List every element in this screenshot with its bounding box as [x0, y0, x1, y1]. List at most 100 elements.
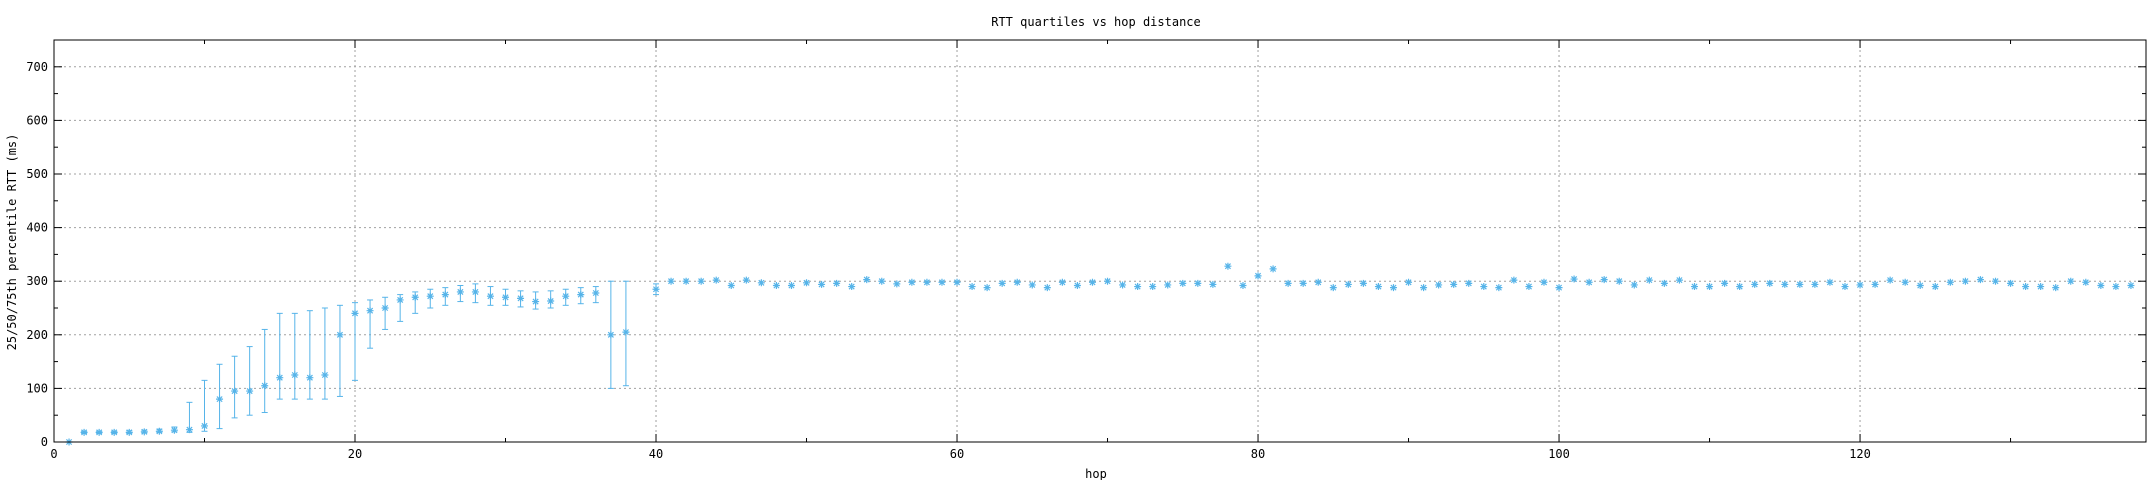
median-marker: [381, 304, 389, 312]
median-marker: [1976, 276, 1984, 284]
data-point: [1119, 281, 1127, 289]
data-point: [201, 379, 209, 432]
x-tick-label: 40: [649, 447, 663, 461]
median-marker: [1570, 275, 1578, 283]
x-tick-label: 0: [50, 447, 57, 461]
median-marker: [577, 291, 585, 299]
data-point: [381, 296, 389, 330]
y-axis-ticks: 0 100 200 300 400 500 600 700: [26, 60, 2146, 449]
median-marker: [110, 428, 118, 436]
y-axis-label: 25/50/75th percentile RTT (ms): [5, 134, 19, 351]
median-marker: [1073, 281, 1081, 289]
data-point: [577, 287, 585, 305]
data-point: [110, 428, 118, 436]
median-marker: [547, 297, 555, 305]
median-marker: [1435, 281, 1443, 289]
data-point: [818, 280, 826, 288]
median-marker: [878, 277, 886, 285]
data-point: [125, 428, 133, 436]
median-marker: [411, 293, 419, 301]
median-marker: [848, 283, 856, 291]
median-marker: [1209, 280, 1217, 288]
data-point: [1344, 280, 1352, 288]
data-point: [1374, 283, 1382, 291]
median-marker: [1450, 280, 1458, 288]
median-marker: [1811, 280, 1819, 288]
median-marker: [923, 278, 931, 286]
data-point: [1976, 276, 1984, 284]
data-point: [351, 302, 359, 381]
median-marker: [1645, 276, 1653, 284]
data-point: [622, 280, 630, 387]
data-point: [80, 428, 88, 436]
data-point: [667, 277, 675, 285]
median-marker: [1690, 283, 1698, 291]
median-marker: [1254, 272, 1262, 280]
y-tick-label: 400: [26, 221, 48, 235]
median-marker: [1615, 277, 1623, 285]
median-marker: [261, 382, 269, 390]
median-marker: [1525, 283, 1533, 291]
median-marker: [155, 427, 163, 435]
median-marker: [908, 278, 916, 286]
data-point: [291, 312, 299, 400]
median-marker: [291, 371, 299, 379]
median-marker: [1826, 278, 1834, 286]
median-marker: [2082, 278, 2090, 286]
median-marker: [1013, 278, 1021, 286]
data-point: [1751, 280, 1759, 288]
median-marker: [1736, 283, 1744, 291]
data-point: [411, 291, 419, 314]
median-marker: [893, 280, 901, 288]
data-point: [712, 276, 720, 284]
median-marker: [998, 279, 1006, 287]
data-point: [1058, 278, 1066, 286]
median-marker: [246, 387, 254, 395]
median-marker: [1028, 281, 1036, 289]
data-point: [1736, 283, 1744, 291]
median-marker: [1224, 262, 1232, 270]
data-point: [1495, 284, 1503, 292]
data-point: [848, 283, 856, 291]
median-marker: [517, 294, 525, 302]
data-point: [697, 277, 705, 285]
data-point: [1420, 284, 1428, 292]
median-marker: [502, 293, 510, 301]
median-marker: [622, 328, 630, 336]
data-point: [1073, 281, 1081, 289]
data-point: [1585, 278, 1593, 286]
y-tick-label: 0: [41, 435, 48, 449]
median-marker: [592, 289, 600, 297]
median-marker: [1134, 283, 1142, 291]
data-point: [276, 312, 284, 400]
data-point: [1359, 279, 1367, 287]
median-marker: [1299, 279, 1307, 287]
data-point: [682, 277, 690, 285]
median-marker: [1540, 278, 1548, 286]
x-tick-label: 120: [1849, 447, 1871, 461]
median-marker: [2007, 279, 2015, 287]
x-tick-label: 60: [950, 447, 964, 461]
data-point: [878, 277, 886, 285]
data-point: [517, 290, 525, 308]
median-marker: [216, 395, 224, 403]
median-marker: [818, 280, 826, 288]
data-point: [170, 426, 178, 434]
median-marker: [1119, 281, 1127, 289]
median-marker: [1600, 276, 1608, 284]
data-point: [1916, 281, 1924, 289]
median-marker: [1630, 281, 1638, 289]
data-point: [95, 428, 103, 436]
median-marker: [231, 387, 239, 395]
y-tick-label: 700: [26, 60, 48, 74]
median-marker: [125, 428, 133, 436]
data-point: [1721, 279, 1729, 287]
data-point: [1660, 279, 1668, 287]
data-point: [441, 287, 449, 306]
median-marker: [757, 279, 765, 287]
data-point: [652, 283, 660, 296]
median-marker: [983, 284, 991, 292]
data-point: [231, 355, 239, 419]
data-point: [1389, 284, 1397, 292]
median-marker: [336, 331, 344, 339]
